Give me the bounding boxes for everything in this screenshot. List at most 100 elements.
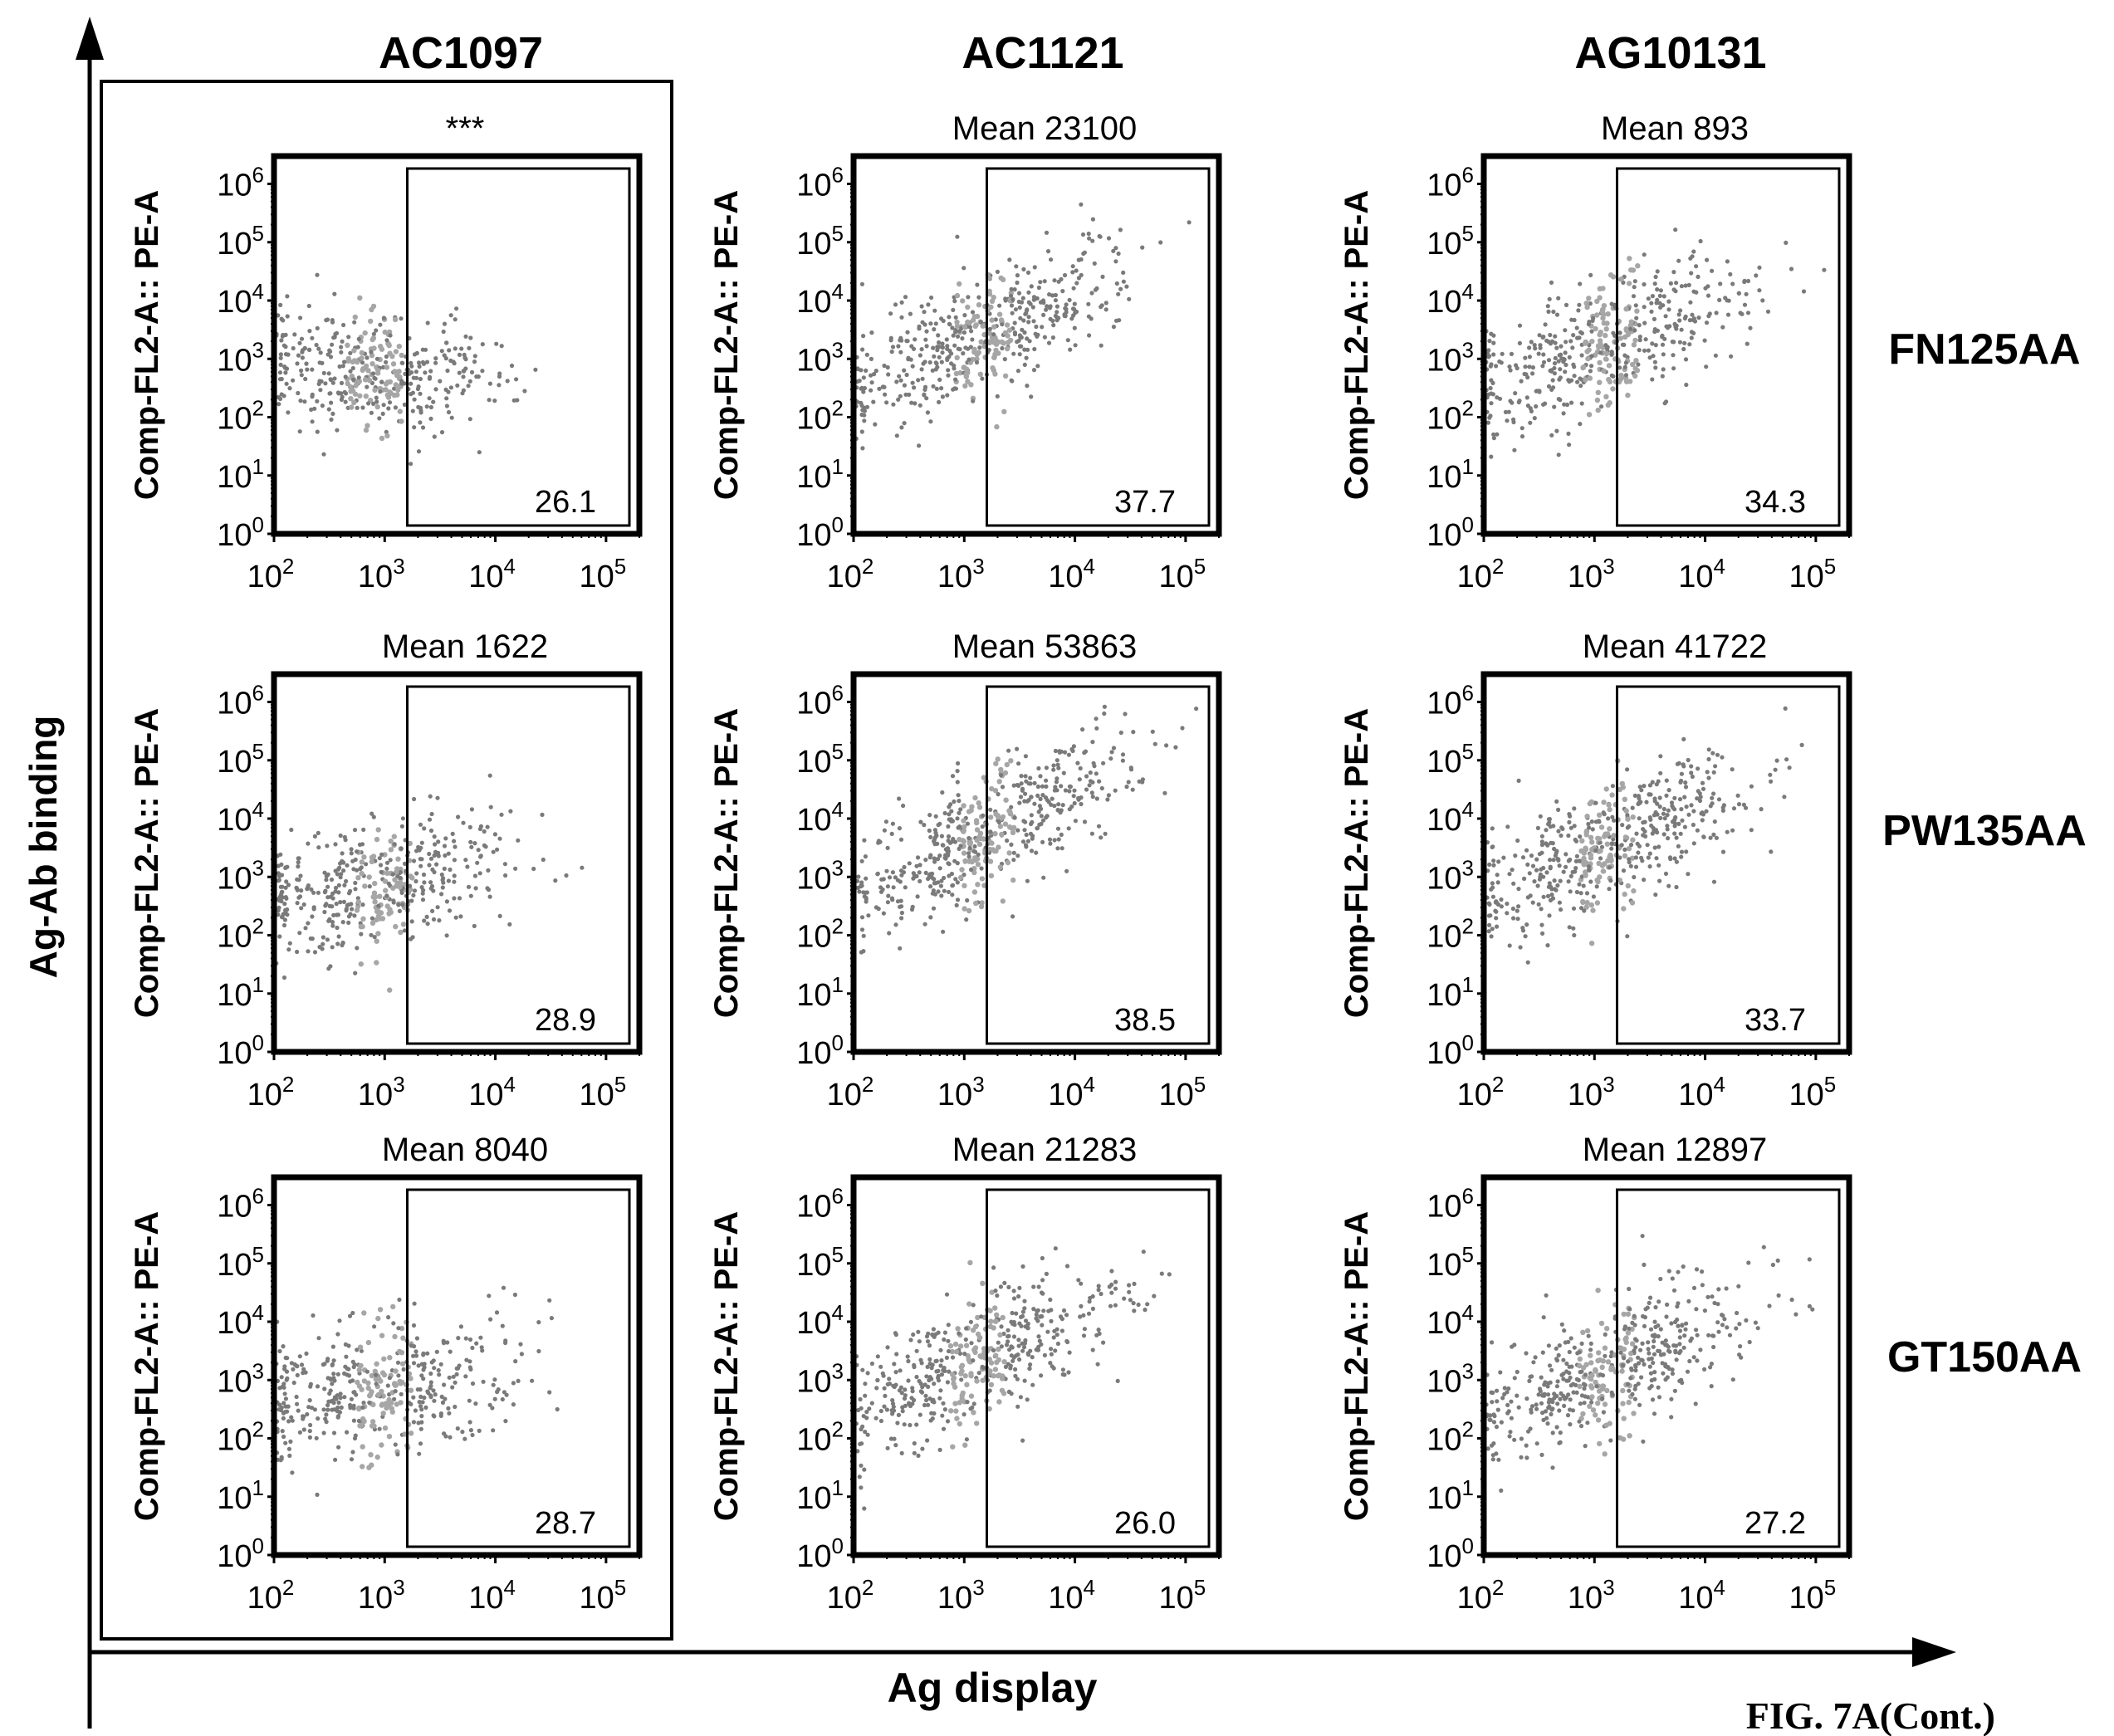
scatter-point	[997, 864, 1004, 870]
scatter-point	[1712, 819, 1717, 824]
scatter-point	[966, 840, 973, 847]
scatter-point	[411, 1353, 416, 1358]
scatter-point	[995, 1372, 1001, 1379]
scatter-point	[1128, 767, 1134, 772]
scatter-point	[343, 1364, 348, 1369]
scatter-point	[455, 1426, 460, 1431]
scatter-point	[862, 418, 867, 423]
scatter-point	[1609, 792, 1615, 798]
scatter-point	[1642, 281, 1647, 287]
gate-percentage: 26.0	[1114, 1506, 1176, 1541]
scatter-point	[1020, 1309, 1025, 1314]
y-tick-label: 106	[217, 681, 264, 721]
scatter-point	[1495, 432, 1500, 437]
scatter-point	[342, 883, 347, 888]
scatter-point	[1679, 284, 1684, 289]
scatter-point	[442, 1431, 447, 1436]
scatter-point	[947, 322, 952, 327]
scatter-point	[987, 326, 992, 331]
scatter-point	[461, 388, 467, 393]
plot-frame	[850, 153, 1222, 537]
scatter-point	[998, 1284, 1003, 1289]
scatter-point	[976, 302, 982, 308]
scatter-point	[325, 1407, 330, 1412]
scatter-point	[968, 382, 974, 388]
scatter-point	[1035, 826, 1040, 831]
scatter-point	[356, 1367, 362, 1373]
scatter-point	[975, 882, 981, 888]
scatter-point	[1025, 1397, 1030, 1402]
scatter-point	[322, 1362, 327, 1367]
scatter-point	[394, 1401, 399, 1407]
scatter-point	[306, 921, 311, 926]
scatter-point	[505, 379, 510, 384]
scatter-point	[1086, 231, 1091, 237]
scatter-point	[1002, 330, 1009, 336]
scatter-point	[1115, 1378, 1120, 1383]
scatter-point	[330, 318, 335, 323]
scatter-points	[1484, 706, 1804, 965]
scatter-point	[939, 1358, 944, 1363]
scatter-point	[331, 1376, 336, 1381]
scatter-point	[474, 374, 479, 379]
scatter-point	[1557, 863, 1562, 868]
scatter-point	[369, 916, 374, 921]
scatter-point	[457, 370, 462, 375]
scatter-point	[1002, 821, 1009, 827]
scatter-point	[423, 347, 428, 352]
scatter-point	[455, 383, 460, 388]
scatter-point	[463, 858, 468, 863]
scatter-point	[321, 941, 325, 946]
scatter-point	[1745, 278, 1751, 284]
scatter-point	[1094, 796, 1099, 801]
scatter-point	[336, 934, 341, 939]
scatter-point	[897, 374, 902, 379]
scatter-point	[1530, 371, 1535, 376]
scatter-point	[1572, 932, 1577, 938]
scatter-point	[425, 1389, 430, 1394]
scatter-point	[1056, 837, 1061, 842]
scatter-point	[417, 364, 422, 369]
scatter-point	[377, 856, 382, 861]
scatter-point	[992, 831, 998, 837]
y-tick-label: 100	[796, 1030, 844, 1071]
scatter-point	[945, 1419, 951, 1424]
scatter-point	[1711, 1344, 1716, 1350]
scatter-point	[540, 812, 545, 818]
scatter-point	[329, 417, 334, 422]
scatter-point	[420, 1400, 425, 1405]
scatter-point	[381, 1356, 387, 1362]
scatter-point	[976, 800, 981, 806]
scatter-point	[986, 288, 992, 294]
scatter-point	[1063, 314, 1068, 319]
scatter-point	[1625, 883, 1632, 889]
scatter-point	[359, 1422, 365, 1428]
y-tick-label: 104	[217, 279, 264, 320]
scatter-point	[428, 369, 433, 374]
scatter-point	[492, 1396, 497, 1401]
scatter-point	[444, 340, 449, 345]
scatter-point	[1633, 303, 1638, 308]
scatter-point	[1040, 793, 1045, 798]
scatter-point	[971, 855, 978, 861]
scatter-point	[1029, 284, 1034, 289]
scatter-point	[1676, 258, 1681, 263]
scatter-point	[417, 1451, 422, 1456]
scatter-point	[1527, 364, 1532, 369]
scatter-point	[423, 370, 428, 375]
scatter-point	[922, 922, 927, 927]
scatter-point	[1583, 301, 1589, 306]
scatter-point	[956, 825, 961, 830]
scatter-point	[306, 883, 311, 888]
scatter-point	[364, 862, 369, 867]
scatter-point	[299, 373, 304, 378]
scatter-point	[488, 804, 493, 809]
scatter-point	[492, 832, 498, 837]
plot-frame	[271, 153, 643, 537]
scatter-point	[1622, 834, 1629, 840]
scatter-point	[393, 923, 399, 930]
scatter-point	[1674, 323, 1679, 328]
scatter-point	[1507, 364, 1512, 369]
scatter-point	[991, 848, 997, 854]
scatter-point	[1016, 1337, 1021, 1342]
